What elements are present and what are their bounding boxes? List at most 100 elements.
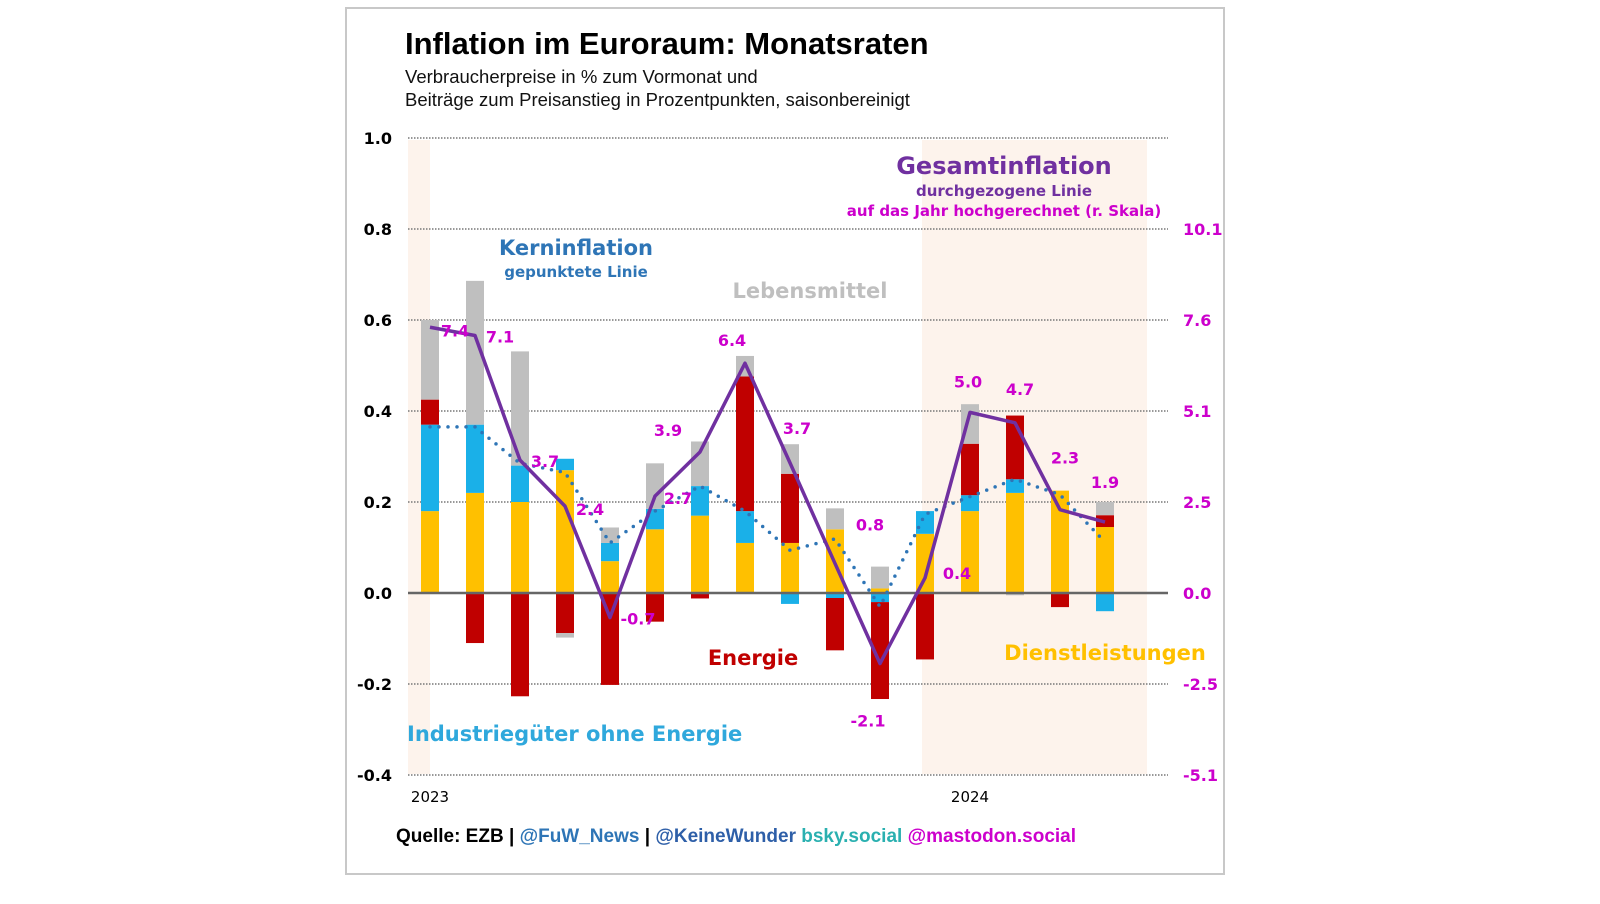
bar-segment (1096, 527, 1114, 593)
bar-segment (916, 511, 934, 534)
bar-segment (736, 376, 754, 512)
source-footer: Quelle: EZB | @FuW_News | @KeineWunder b… (396, 826, 1076, 848)
bar-segment (1006, 492, 1024, 593)
bar-segment (736, 542, 754, 593)
chart-title: Inflation im Euroraum: Monatsraten (405, 26, 929, 61)
legend-total-title: Gesamtinflation (896, 152, 1112, 180)
separator: | (644, 826, 651, 847)
annualized-data-label: 5.0 (954, 372, 982, 391)
right-tick-label: 10.1 (1183, 220, 1222, 239)
legend-core-desc: gepunktete Linie (504, 263, 648, 281)
bar-segment (871, 602, 889, 700)
annualized-data-label: 3.7 (531, 452, 559, 471)
bar-segment (601, 593, 619, 685)
bsky-link[interactable]: bsky.social (801, 826, 903, 847)
annualized-data-label: -0.7 (621, 610, 656, 629)
bar-segment (646, 529, 664, 593)
source-text: Quelle: EZB | (396, 826, 515, 847)
legend-neig: Industriegüter ohne Energie (407, 722, 742, 746)
bar-segment (466, 492, 484, 593)
bar-segment (646, 463, 664, 509)
highlight-band-2023 (408, 140, 430, 774)
bar-segment (961, 443, 979, 496)
bar-segment (601, 561, 619, 593)
keinewunder-handle-link[interactable]: @KeineWunder (655, 826, 796, 847)
bar-segment (916, 593, 934, 660)
annualized-data-label: 1.9 (1091, 473, 1119, 492)
bar-segment (871, 588, 889, 593)
bar-segment (421, 399, 439, 425)
bar-segment (826, 508, 844, 530)
y-tick-label: -0.4 (357, 766, 392, 785)
annualized-data-label: 2.4 (576, 500, 604, 519)
legend-energy: Energie (708, 646, 798, 670)
bar-segment (601, 527, 619, 543)
legend-services: Dienstleistungen (1004, 641, 1206, 665)
bar-segment (736, 511, 754, 543)
bar-segment (511, 351, 529, 466)
bar-segment (421, 320, 439, 400)
y-tick-label: 0.6 (364, 311, 392, 330)
y-tick-label: 0.2 (364, 493, 392, 512)
bar-segment (826, 598, 844, 651)
right-tick-label: -2.5 (1183, 675, 1218, 694)
bar-segment (826, 593, 844, 599)
bar-segment (556, 633, 574, 638)
bar-segment (961, 495, 979, 512)
bar-segment (466, 593, 484, 644)
bar-segment (916, 533, 934, 593)
bar-segment (781, 593, 799, 604)
legend-core-title: Kerninflation (499, 236, 653, 260)
bar-segment (511, 465, 529, 502)
x-tick-label: 2023 (411, 788, 449, 806)
bar-segment (511, 593, 529, 697)
bar-segment (421, 511, 439, 593)
bar-segment (1096, 593, 1114, 612)
bar-segment (1096, 502, 1114, 516)
y-tick-label: 0.4 (364, 402, 392, 421)
bar-segment (781, 473, 799, 543)
y-tick-label: 0.0 (364, 584, 392, 603)
bar-segment (556, 470, 574, 593)
annualized-data-label: 7.4 (441, 321, 469, 340)
chart-subtitle-2: Beiträge zum Preisanstieg in Prozentpunk… (405, 89, 910, 110)
right-tick-label: -5.1 (1183, 766, 1218, 785)
chart-subtitle-1: Verbraucherpreise in % zum Vormonat und (405, 66, 758, 87)
bar-segment (646, 508, 664, 530)
bar-segment (556, 593, 574, 634)
fuw-handle-link[interactable]: @FuW_News (519, 826, 640, 847)
bar-segment (556, 458, 574, 471)
bar-segment (466, 280, 484, 425)
annualized-data-label: 6.4 (718, 331, 746, 350)
right-tick-label: 7.6 (1183, 311, 1211, 330)
bar-segment (1051, 593, 1069, 608)
total-inflation-line (429, 325, 1106, 666)
legend-total-note: auf das Jahr hochgerechnet (r. Skala) (847, 202, 1161, 220)
annualized-data-label: -2.1 (851, 712, 886, 731)
bar-segment (421, 424, 439, 512)
annualized-data-label: 4.7 (1006, 380, 1034, 399)
bar-segment (871, 566, 889, 589)
bar-segment (466, 424, 484, 493)
annualized-data-label: 3.9 (654, 421, 682, 440)
annualized-data-label: 0.8 (856, 515, 884, 534)
right-tick-label: 5.1 (1183, 402, 1211, 421)
legend-total-desc: durchgezogene Linie (916, 182, 1092, 200)
bar-segment (691, 593, 709, 599)
bar-segment (511, 502, 529, 593)
bar-segment (601, 542, 619, 562)
bar-segment (871, 593, 889, 603)
right-tick-label: 2.5 (1183, 493, 1211, 512)
annualized-data-label: 7.1 (486, 327, 514, 346)
bar-segment (1051, 490, 1069, 593)
y-tick-label: 1.0 (364, 129, 392, 148)
bar-segment (781, 542, 799, 593)
right-tick-label: 0.0 (1183, 584, 1211, 603)
annualized-data-label: 3.7 (783, 419, 811, 438)
bar-segment (1006, 479, 1024, 493)
y-tick-label: 0.8 (364, 220, 392, 239)
x-tick-label: 2024 (951, 788, 989, 806)
mastodon-link[interactable]: @mastodon.social (907, 826, 1077, 847)
bar-segment (961, 511, 979, 593)
